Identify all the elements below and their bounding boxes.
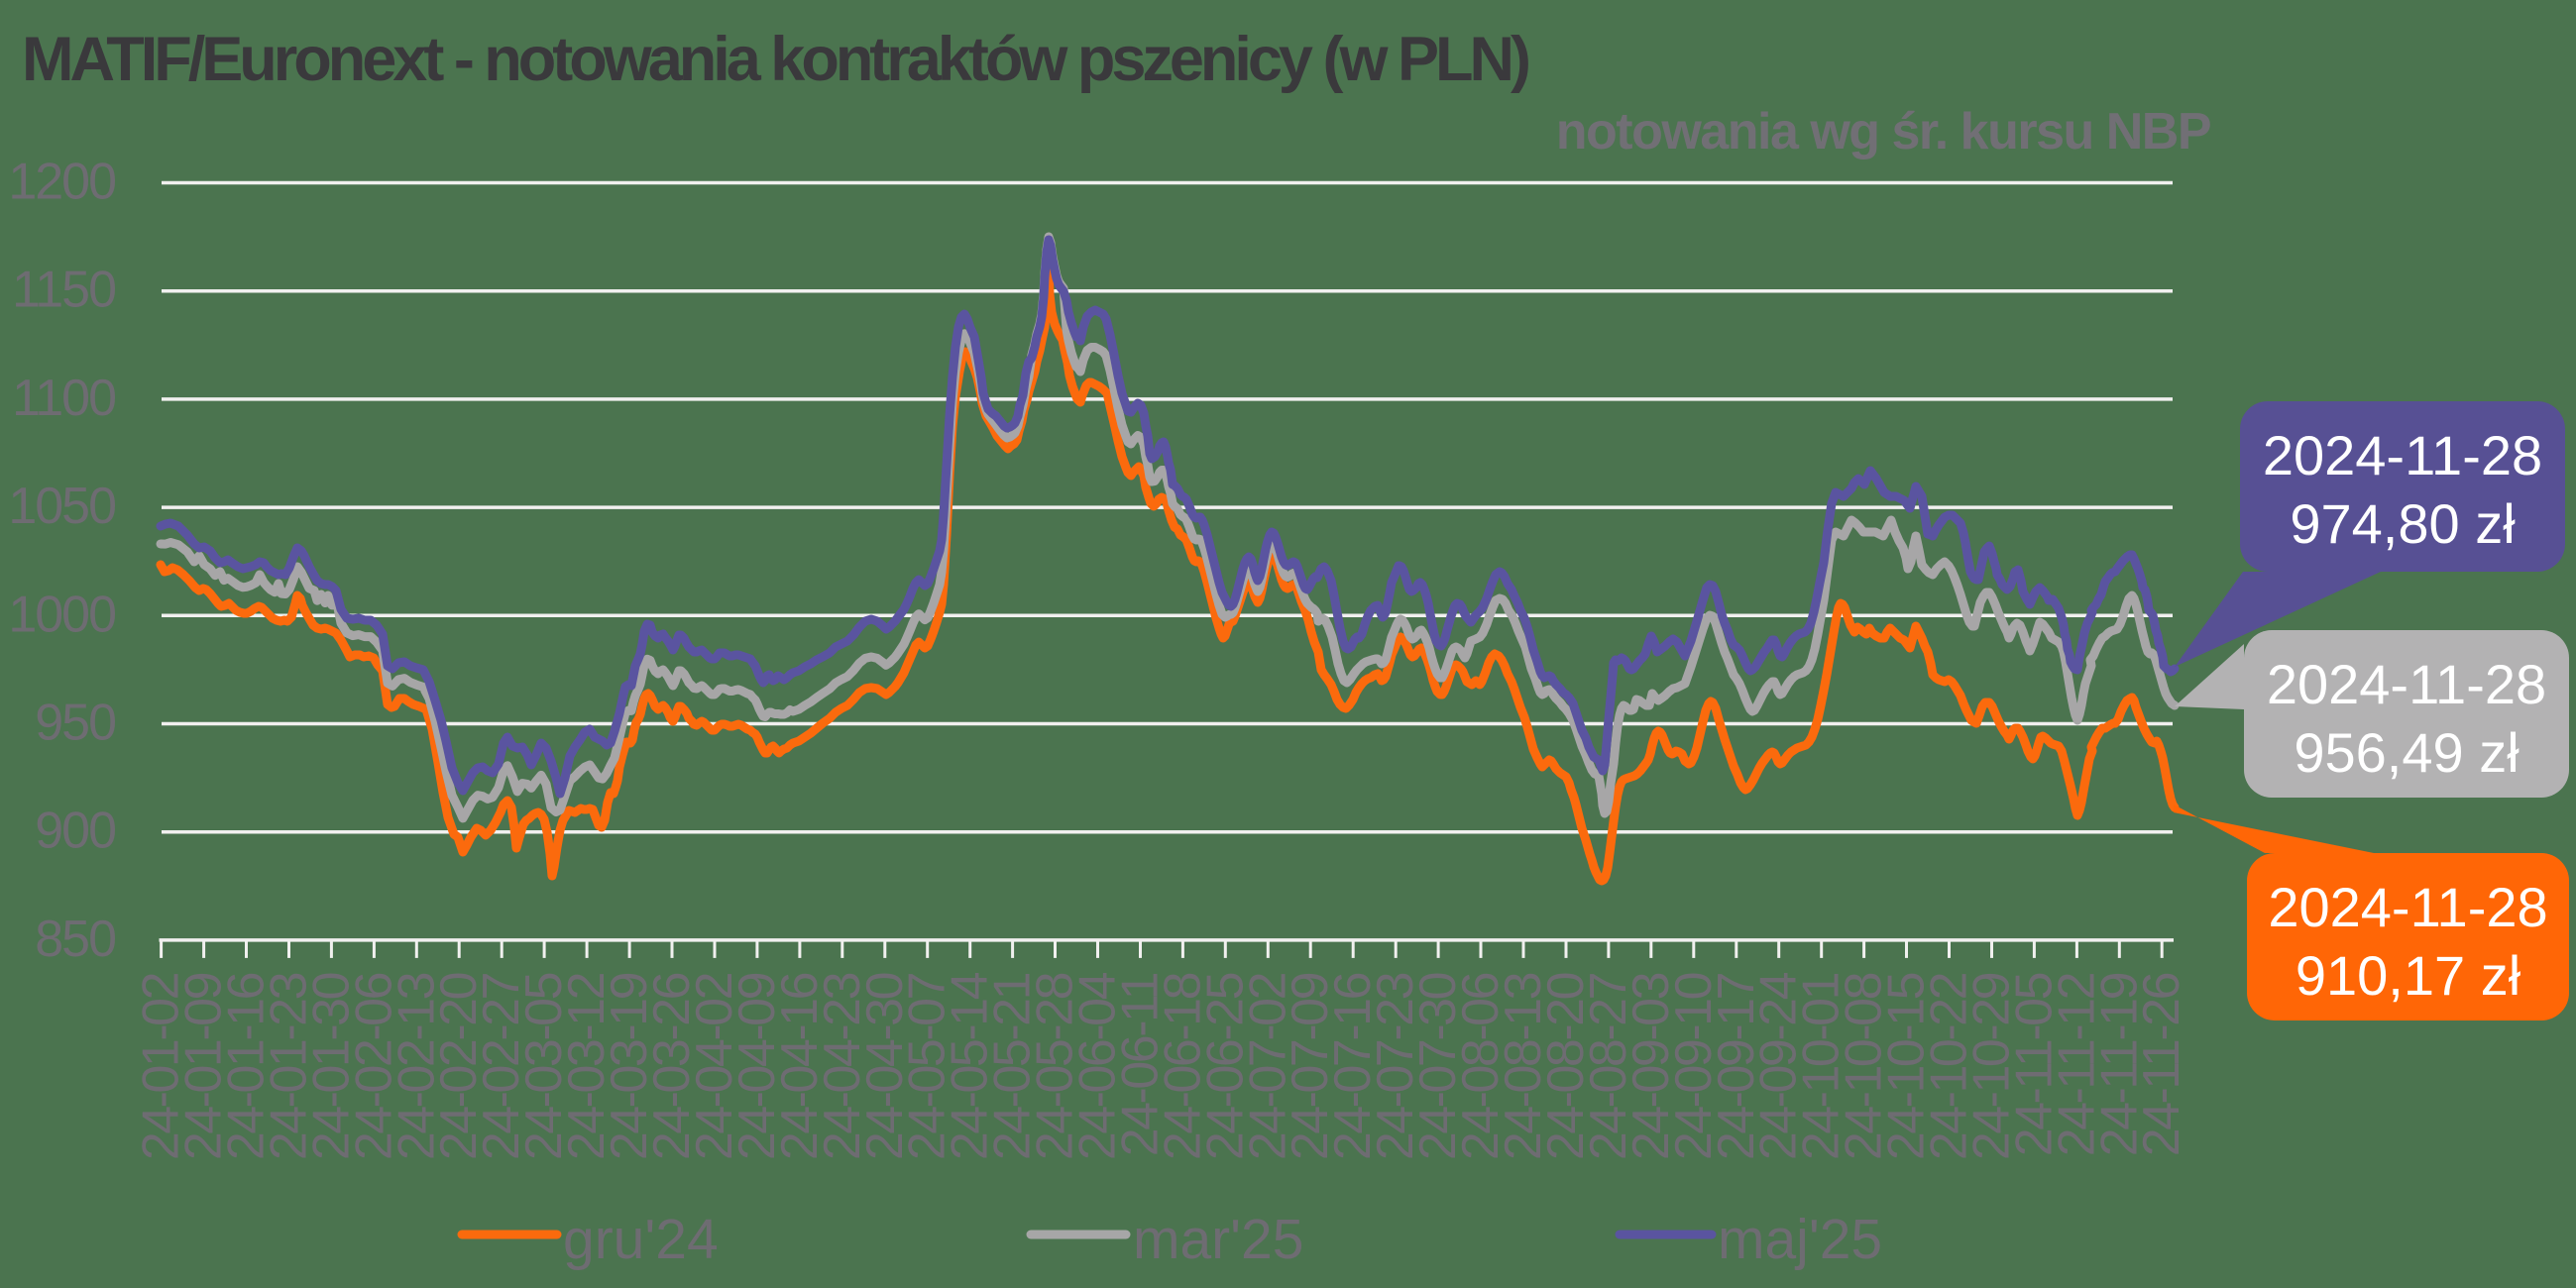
svg-text:24-03-12: 24-03-12 (558, 973, 616, 1160)
svg-text:maj'25: maj'25 (1718, 1208, 1882, 1271)
svg-text:24-09-03: 24-09-03 (1623, 973, 1680, 1160)
svg-text:2024-11-28: 2024-11-28 (2263, 424, 2542, 486)
svg-text:24-06-18: 24-06-18 (1154, 973, 1211, 1160)
svg-text:24-01-09: 24-01-09 (175, 973, 233, 1160)
svg-text:24-03-05: 24-03-05 (515, 973, 573, 1160)
svg-text:24-11-05: 24-11-05 (2005, 973, 2063, 1156)
svg-text:notowania wg śr. kursu NBP: notowania wg śr. kursu NBP (1556, 103, 2210, 161)
svg-text:24-10-22: 24-10-22 (1921, 973, 1978, 1160)
svg-text:24-01-16: 24-01-16 (218, 973, 276, 1160)
svg-text:24-04-02: 24-04-02 (686, 973, 743, 1160)
svg-text:2024-11-28: 2024-11-28 (2267, 653, 2546, 715)
svg-text:24-11-12: 24-11-12 (2048, 973, 2105, 1156)
svg-text:24-06-25: 24-06-25 (1196, 973, 1254, 1160)
svg-text:24-08-13: 24-08-13 (1495, 973, 1552, 1160)
svg-text:24-10-01: 24-10-01 (1793, 973, 1850, 1160)
svg-text:24-04-30: 24-04-30 (856, 973, 914, 1160)
svg-text:mar'25: mar'25 (1133, 1208, 1303, 1271)
svg-text:24-02-20: 24-02-20 (430, 973, 488, 1160)
svg-text:24-10-08: 24-10-08 (1836, 973, 1893, 1160)
svg-text:24-02-27: 24-02-27 (473, 973, 530, 1160)
svg-text:910,17 zł: 910,17 zł (2296, 944, 2521, 1007)
svg-text:974,80 zł: 974,80 zł (2290, 492, 2516, 555)
svg-text:24-05-28: 24-05-28 (1027, 973, 1084, 1160)
svg-text:24-05-14: 24-05-14 (942, 972, 999, 1160)
svg-text:24-02-13: 24-02-13 (388, 973, 445, 1160)
svg-text:24-09-10: 24-09-10 (1665, 973, 1723, 1160)
svg-text:MATIF/Euronext - notowania kon: MATIF/Euronext - notowania kontraktów ps… (22, 25, 1528, 94)
svg-text:24-01-23: 24-01-23 (261, 973, 318, 1160)
svg-text:24-02-06: 24-02-06 (345, 973, 402, 1160)
svg-text:24-01-30: 24-01-30 (302, 973, 360, 1160)
svg-text:24-09-17: 24-09-17 (1708, 973, 1765, 1160)
svg-text:24-08-20: 24-08-20 (1537, 973, 1595, 1160)
svg-text:24-04-23: 24-04-23 (814, 973, 871, 1160)
svg-text:24-04-09: 24-04-09 (728, 973, 786, 1160)
svg-text:850: 850 (35, 911, 115, 968)
svg-text:24-11-19: 24-11-19 (2090, 973, 2148, 1156)
svg-text:24-09-24: 24-09-24 (1750, 972, 1808, 1160)
svg-text:1200: 1200 (8, 154, 115, 211)
svg-text:2024-11-28: 2024-11-28 (2268, 876, 2547, 938)
svg-text:1100: 1100 (12, 370, 115, 427)
svg-text:24-07-16: 24-07-16 (1324, 973, 1382, 1160)
svg-text:24-07-09: 24-07-09 (1282, 973, 1339, 1160)
svg-text:24-06-11: 24-06-11 (1112, 973, 1170, 1156)
svg-text:24-01-02: 24-01-02 (133, 973, 190, 1160)
svg-text:24-07-23: 24-07-23 (1367, 973, 1424, 1160)
svg-text:gru'24: gru'24 (563, 1208, 719, 1271)
svg-text:956,49 zł: 956,49 zł (2294, 721, 2520, 784)
svg-text:24-10-29: 24-10-29 (1963, 973, 2021, 1160)
svg-text:24-10-15: 24-10-15 (1878, 973, 1936, 1160)
svg-text:24-03-19: 24-03-19 (601, 973, 658, 1160)
svg-text:24-07-30: 24-07-30 (1409, 973, 1467, 1160)
svg-text:24-08-06: 24-08-06 (1452, 973, 1510, 1160)
svg-text:900: 900 (35, 803, 115, 860)
svg-text:24-07-02: 24-07-02 (1239, 973, 1296, 1160)
svg-text:1000: 1000 (8, 586, 115, 643)
svg-text:24-08-27: 24-08-27 (1580, 973, 1637, 1160)
svg-text:1050: 1050 (8, 478, 115, 535)
svg-text:1150: 1150 (12, 262, 115, 319)
svg-text:950: 950 (35, 695, 115, 752)
svg-text:24-06-04: 24-06-04 (1069, 972, 1127, 1160)
svg-text:24-05-21: 24-05-21 (984, 973, 1042, 1160)
svg-text:24-11-26: 24-11-26 (2133, 973, 2190, 1156)
svg-text:24-04-16: 24-04-16 (771, 973, 829, 1160)
svg-text:24-03-26: 24-03-26 (643, 973, 701, 1160)
svg-text:24-05-07: 24-05-07 (899, 973, 956, 1160)
